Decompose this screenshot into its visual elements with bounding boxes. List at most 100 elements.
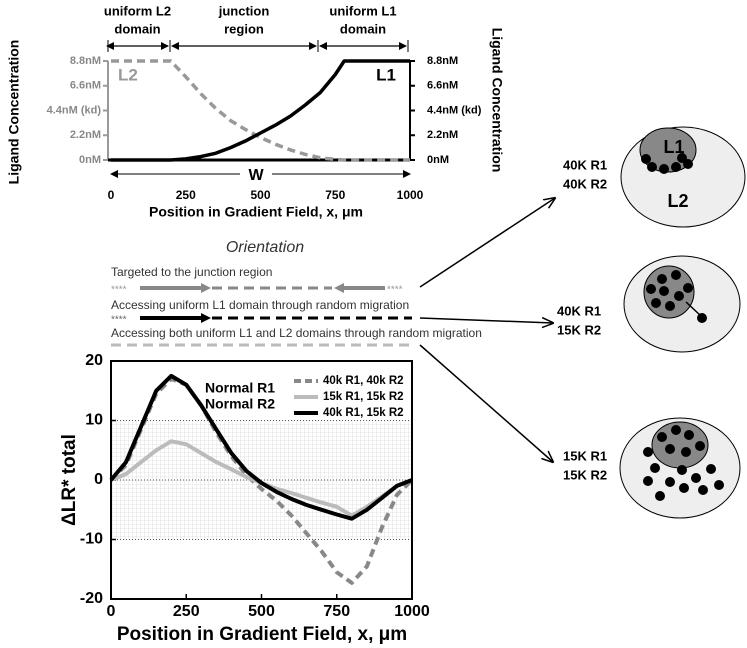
x-tick-label: 1000 xyxy=(394,603,430,620)
receptor xyxy=(683,283,693,293)
y-tick-label: 0 xyxy=(94,471,103,488)
receptor xyxy=(695,441,705,451)
marker-text: **** xyxy=(111,315,127,326)
receptor xyxy=(651,298,661,308)
region-label: junction xyxy=(218,3,270,18)
receptor xyxy=(643,476,653,486)
series-line xyxy=(111,59,410,162)
receptor xyxy=(671,162,681,172)
plot-frame xyxy=(110,360,413,600)
x-tick-label: 750 xyxy=(325,188,345,202)
series-line xyxy=(109,376,414,585)
y2-tick-label: 6.6nM xyxy=(427,80,458,92)
series-line xyxy=(111,59,410,162)
receptor xyxy=(659,164,669,174)
receptor xyxy=(671,270,681,280)
region-label: domain xyxy=(114,21,160,36)
orientation-label: Accessing uniform L1 domain through rand… xyxy=(111,298,409,312)
x-tick-label: 250 xyxy=(173,603,200,620)
receptor xyxy=(657,274,667,284)
x-axis-label: Position in Gradient Field, x, μm xyxy=(117,624,407,645)
receptor xyxy=(659,286,669,296)
receptor xyxy=(671,425,681,435)
y-tick-label: 8.8nM xyxy=(70,55,101,67)
receptor xyxy=(698,485,708,495)
l1-label: L1 xyxy=(663,137,684,157)
y-tick-label: 10 xyxy=(85,412,103,429)
x-tick-label: 750 xyxy=(323,603,350,620)
receptor xyxy=(677,153,687,163)
receptor xyxy=(665,301,675,311)
r1-label: 40K R1 xyxy=(557,303,601,318)
region-label: region xyxy=(224,21,264,36)
y-tick-label: 2.2nM xyxy=(70,129,101,141)
receptor xyxy=(643,447,653,457)
receptor xyxy=(697,313,707,323)
receptor xyxy=(647,162,657,172)
region-label: domain xyxy=(340,21,386,36)
receptor xyxy=(646,284,656,294)
arrow xyxy=(419,198,555,288)
marker-text: **** xyxy=(111,285,127,296)
orientation-title: Orientation xyxy=(226,239,304,256)
receptor xyxy=(677,465,687,475)
receptor xyxy=(674,291,684,301)
y2-tick-label: 2.2nM xyxy=(427,129,458,141)
y-axis-label: Ligand Concentration xyxy=(6,40,22,185)
width-label: W xyxy=(248,167,264,184)
x-tick-label: 250 xyxy=(176,188,196,202)
big-arrows xyxy=(419,198,555,462)
x-axis-label: Position in Gradient Field, x, μm xyxy=(149,204,363,220)
receptor xyxy=(665,444,675,454)
y-tick-label: 20 xyxy=(85,352,103,369)
x-tick-label: 0 xyxy=(108,188,115,202)
receptor xyxy=(665,477,675,487)
track xyxy=(685,301,702,317)
y-tick-label: -20 xyxy=(80,590,103,607)
receptor xyxy=(641,154,651,164)
series-line xyxy=(109,373,413,521)
orientation-label: Targeted to the junction region xyxy=(111,265,272,279)
receptor xyxy=(684,430,694,440)
legend-label: 15k R1, 15k R2 xyxy=(323,391,404,403)
y2-tick-label: 0nM xyxy=(427,154,449,166)
r2-label: 15K R2 xyxy=(557,322,601,337)
cell xyxy=(623,255,741,353)
receptor xyxy=(655,491,665,501)
receptor xyxy=(706,464,716,474)
x-tick-label: 0 xyxy=(107,603,116,620)
y-tick-label: 4.4nM (kd) xyxy=(47,104,102,116)
legend-label: 40k R1, 15k R2 xyxy=(323,407,404,419)
series-label: L1 xyxy=(376,65,396,84)
r1-label: 15K R1 xyxy=(563,448,607,463)
arrow xyxy=(419,344,553,462)
x-tick-label: 1000 xyxy=(397,188,424,202)
arrow xyxy=(419,318,553,323)
y-tick-label: -10 xyxy=(80,531,103,548)
region-label: uniform L2 xyxy=(104,3,171,18)
orientation-arrows xyxy=(111,283,412,347)
annotation: Normal R1 xyxy=(205,380,275,396)
y2-axis-label: Ligand Concentration xyxy=(489,28,505,173)
x-tick-label: 500 xyxy=(248,603,275,620)
orientation-label: Accessing both uniform L1 and L2 domains… xyxy=(111,326,482,340)
y-tick-label: 6.6nM xyxy=(70,80,101,92)
y-tick-label: 0nM xyxy=(79,154,101,166)
marker-text: **** xyxy=(387,285,403,296)
receptor xyxy=(681,447,691,457)
annotation: Normal R2 xyxy=(205,396,275,412)
y-axis-label: ΔLR* total xyxy=(59,434,80,526)
receptor xyxy=(691,473,701,483)
r2-label: 40K R2 xyxy=(563,176,607,191)
series-label: L2 xyxy=(118,65,138,84)
receptor-dots xyxy=(641,153,724,501)
legend-label: 40k R1, 40k R2 xyxy=(323,375,404,387)
receptor xyxy=(657,432,667,442)
x-tick-label: 500 xyxy=(250,188,270,202)
receptor xyxy=(679,483,689,493)
receptor xyxy=(714,480,724,490)
receptor xyxy=(650,463,660,473)
y2-tick-label: 8.8nM xyxy=(427,55,458,67)
r2-label: 15K R2 xyxy=(563,467,607,482)
